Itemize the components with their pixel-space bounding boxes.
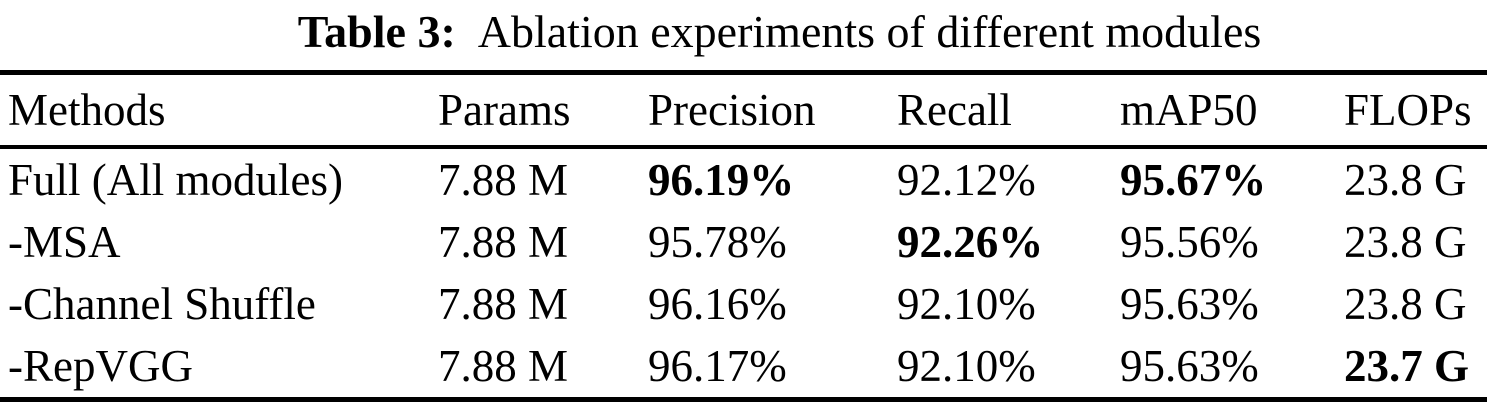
header-row: Methods Params Precision Recall mAP50 FL… [0,72,1487,147]
column-header-params: Params [438,85,571,135]
cell-precision: 96.16% [648,279,787,329]
cell-params: 7.88 M [438,155,569,205]
cell-recall: 92.26% [897,217,1044,267]
table-caption: Table 3: Ablation experiments of differen… [36,0,1487,64]
cell-recall: 92.10% [897,279,1036,329]
cell-flops: 23.7 G [1344,341,1470,391]
table-caption-text: Ablation experiments of different module… [477,6,1262,57]
column-header-methods: Methods [8,85,166,135]
cell-recall: 92.12% [897,155,1036,205]
cell-map50: 95.56% [1120,217,1259,267]
cell-method: -MSA [8,217,121,267]
table-row: -RepVGG 7.88 M 96.17% 92.10% 95.63% 23.7… [0,335,1487,400]
cell-params: 7.88 M [438,217,569,267]
cell-flops: 23.8 G [1344,279,1467,329]
table-caption-label: Table 3: [297,6,456,57]
column-header-flops: FLOPs [1344,85,1472,135]
cell-map50: 95.63% [1120,341,1259,391]
cell-precision: 96.19% [648,155,795,205]
table-body: Full (All modules) 7.88 M 96.19% 92.12% … [0,147,1487,400]
cell-flops: 23.8 G [1344,155,1467,205]
cell-method: Full (All modules) [8,155,343,205]
cell-recall: 92.10% [897,341,1036,391]
table-header: Methods Params Precision Recall mAP50 FL… [0,72,1487,147]
cell-map50: 95.67% [1120,155,1267,205]
table-row: -Channel Shuffle 7.88 M 96.16% 92.10% 95… [0,273,1487,335]
cell-map50: 95.63% [1120,279,1259,329]
cell-method: -Channel Shuffle [8,279,316,329]
cell-params: 7.88 M [438,279,569,329]
cell-precision: 95.78% [648,217,787,267]
table-row: Full (All modules) 7.88 M 96.19% 92.12% … [0,147,1487,211]
ablation-table: Methods Params Precision Recall mAP50 FL… [0,70,1487,402]
column-header-recall: Recall [897,85,1012,135]
column-header-map50: mAP50 [1120,85,1258,135]
cell-method: -RepVGG [8,341,193,391]
column-header-precision: Precision [648,85,816,135]
cell-precision: 96.17% [648,341,787,391]
cell-flops: 23.8 G [1344,217,1467,267]
cell-params: 7.88 M [438,341,569,391]
table-row: -MSA 7.88 M 95.78% 92.26% 95.56% 23.8 G [0,211,1487,273]
